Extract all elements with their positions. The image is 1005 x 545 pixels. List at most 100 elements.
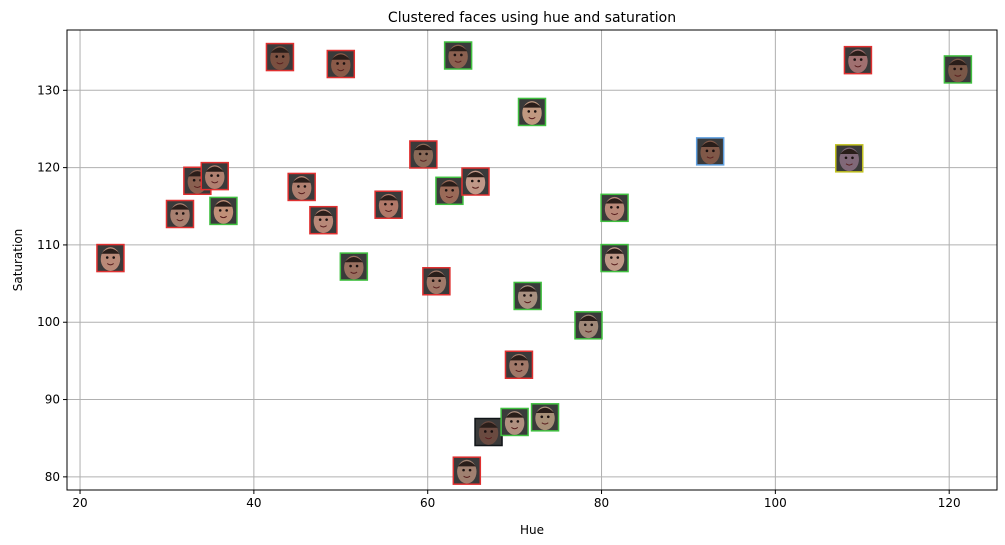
eye-shape	[705, 149, 709, 153]
eye-shape	[336, 62, 339, 65]
hair-shape	[344, 256, 364, 263]
eye-shape	[510, 420, 513, 423]
eye-shape	[540, 415, 544, 419]
eye-shape	[859, 58, 863, 61]
plot-frame	[66, 29, 998, 491]
mouth-shape	[463, 475, 471, 478]
face-point	[309, 205, 338, 235]
eye-shape	[444, 188, 448, 192]
eye-shape	[431, 279, 435, 283]
face-point	[435, 176, 464, 206]
face-point	[574, 311, 603, 340]
eye-shape	[425, 152, 428, 156]
face-point	[600, 193, 629, 223]
eye-shape	[460, 53, 463, 57]
face-point	[452, 456, 482, 485]
hair-shape	[427, 271, 446, 277]
eye-shape	[583, 323, 587, 327]
eye-shape	[590, 323, 594, 327]
mouth-shape	[211, 181, 219, 184]
hair-shape	[457, 461, 476, 467]
hair-shape	[314, 210, 333, 216]
hair-shape	[509, 355, 529, 361]
mouth-shape	[445, 195, 453, 199]
eye-shape	[477, 179, 481, 183]
y-tick-label: 90	[45, 393, 60, 407]
eye-shape	[520, 362, 524, 366]
face-point	[443, 41, 473, 70]
hair-shape	[101, 248, 120, 254]
hair-shape	[331, 54, 350, 60]
face-point	[500, 407, 529, 437]
mouth-shape	[584, 330, 593, 333]
eye-shape	[610, 205, 613, 209]
hair-shape	[379, 195, 398, 201]
hair-shape	[605, 198, 624, 204]
mouth-shape	[298, 191, 306, 195]
y-tick-label: 130	[37, 83, 60, 97]
mouth-shape	[276, 62, 284, 65]
eye-shape	[546, 415, 550, 419]
hair-shape	[292, 177, 311, 183]
mouth-shape	[454, 60, 462, 63]
hair-shape	[522, 102, 542, 108]
mouth-shape	[350, 271, 358, 274]
face-point	[943, 55, 973, 84]
eye-shape	[181, 212, 185, 215]
face-point	[600, 243, 629, 273]
hair-shape	[440, 181, 459, 187]
mouth-shape	[219, 215, 228, 219]
eye-shape	[105, 256, 109, 259]
eye-shape	[533, 110, 537, 113]
eye-shape	[210, 174, 213, 177]
hair-shape	[535, 407, 555, 414]
eye-shape	[516, 420, 520, 423]
mouth-shape	[611, 212, 619, 216]
x-tick-label: 100	[764, 496, 787, 510]
eye-shape	[610, 256, 613, 259]
eye-shape	[529, 294, 533, 297]
face-point	[422, 267, 451, 296]
hair-shape	[700, 141, 720, 148]
mouth-shape	[193, 185, 201, 189]
face-point	[695, 137, 725, 166]
x-tick-label: 80	[594, 496, 609, 510]
eye-shape	[318, 218, 322, 221]
face-point	[200, 161, 230, 191]
mouth-shape	[337, 69, 345, 72]
eye-shape	[712, 149, 715, 153]
x-tick-label: 40	[246, 496, 261, 510]
face-point	[834, 144, 864, 173]
hair-shape	[466, 171, 485, 178]
eye-shape	[355, 264, 359, 268]
face-point	[209, 196, 238, 226]
eye-shape	[953, 67, 956, 71]
eye-shape	[959, 67, 963, 71]
eye-shape	[468, 468, 472, 472]
mouth-shape	[319, 225, 327, 228]
face-point	[843, 45, 873, 75]
face-point	[265, 42, 295, 72]
face-point	[287, 172, 316, 202]
eye-shape	[438, 279, 441, 283]
eye-shape	[342, 62, 346, 65]
mouth-shape	[511, 426, 519, 430]
mouth-shape	[524, 300, 532, 304]
eye-shape	[192, 178, 196, 182]
face-point	[165, 199, 195, 229]
eye-shape	[303, 185, 307, 188]
x-tick-label: 60	[420, 496, 435, 510]
eye-shape	[218, 209, 222, 212]
hair-shape	[414, 144, 433, 151]
mouth-shape	[432, 286, 440, 289]
mouth-shape	[515, 369, 523, 373]
eye-shape	[225, 209, 228, 212]
face-point	[409, 140, 438, 169]
x-axis-label: Hue	[520, 523, 544, 537]
eye-shape	[390, 202, 394, 206]
eye-shape	[297, 185, 300, 188]
face-point	[513, 281, 542, 311]
mouth-shape	[484, 437, 493, 440]
mouth-shape	[706, 156, 714, 159]
